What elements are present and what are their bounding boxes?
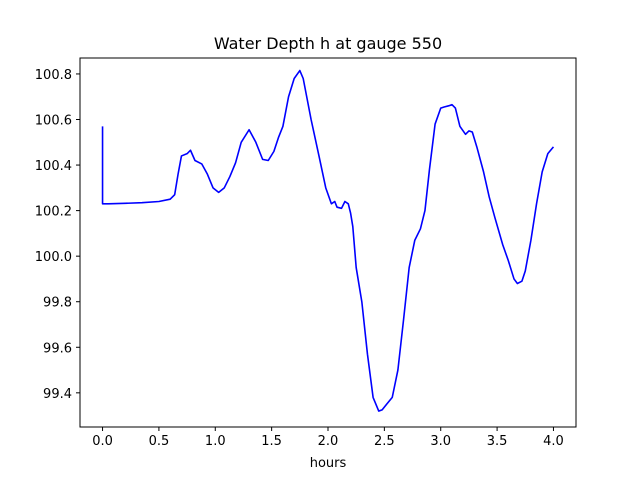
x-tick-label: 4.0 (543, 434, 564, 449)
x-axis-ticks: 0.0 0.5 1.0 1.5 2.0 2.5 3.0 3.5 4.0 (92, 427, 564, 449)
x-tick-label: 2.5 (374, 434, 395, 449)
y-tick-label: 100.8 (35, 68, 72, 83)
x-tick-label: 3.5 (487, 434, 508, 449)
x-tick-label: 1.0 (205, 434, 226, 449)
chart-title: Water Depth h at gauge 550 (214, 34, 442, 53)
y-tick-label: 99.4 (43, 387, 72, 402)
x-tick-label: 0.0 (92, 434, 113, 449)
y-tick-label: 100.6 (35, 114, 72, 129)
x-tick-label: 3.0 (430, 434, 451, 449)
y-axis-ticks: 99.4 99.6 99.8 100.0 100.2 100.4 100.6 100.8 (35, 68, 80, 402)
y-tick-label: 99.6 (43, 341, 72, 356)
x-axis-label: hours (310, 456, 347, 471)
y-tick-label: 100.2 (35, 205, 72, 220)
x-tick-label: 0.5 (149, 434, 170, 449)
x-tick-label: 1.5 (261, 434, 282, 449)
x-tick-label: 2.0 (318, 434, 339, 449)
series-line-0 (101, 69, 555, 412)
y-tick-label: 99.8 (43, 296, 72, 311)
y-tick-label: 100.0 (35, 250, 72, 265)
y-tick-label: 100.4 (35, 159, 72, 174)
plot-area (101, 69, 555, 412)
